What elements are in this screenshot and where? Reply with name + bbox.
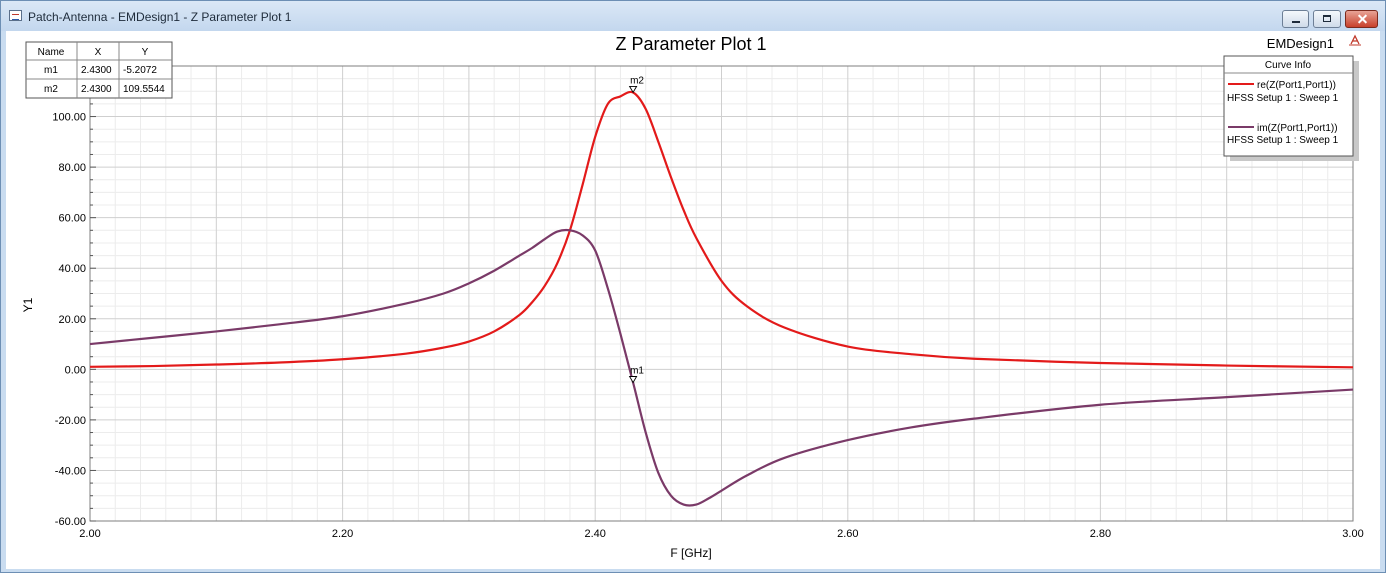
y-axis-label: Y1 xyxy=(21,297,35,312)
x-tick-label: 2.80 xyxy=(1090,528,1111,540)
chart-title: Z Parameter Plot 1 xyxy=(615,34,766,54)
marker-row-name: m2 xyxy=(44,84,58,95)
maximize-icon xyxy=(1314,11,1340,27)
ansys-logo-icon xyxy=(1349,34,1361,46)
z-parameter-chart[interactable]: -60.00 -40.00 -20.00 0.00 20.00 40.00 60.00 80.… xyxy=(6,31,1380,569)
legend-entry[interactable]: im(Z(Port1,Port1)) HFSS Setup 1 : Sweep … xyxy=(1227,123,1339,146)
y-tick-label: -20.00 xyxy=(55,415,86,427)
y-tick-label: -40.00 xyxy=(55,465,86,477)
legend-entry-label: im(Z(Port1,Port1)) xyxy=(1257,123,1338,134)
series-layer xyxy=(89,90,1354,507)
x-tick-label: 2.40 xyxy=(584,528,605,540)
legend-entry-setup: HFSS Setup 1 : Sweep 1 xyxy=(1227,93,1339,104)
plot-window-icon[interactable] xyxy=(9,10,22,21)
y-tick-label: -60.00 xyxy=(55,516,86,528)
legend-title: Curve Info xyxy=(1265,60,1312,71)
x-tick-label: 3.00 xyxy=(1342,528,1363,540)
y-axis-ticks: -60.00 -40.00 -20.00 0.00 20.00 40.00 60.00 80.… xyxy=(52,65,96,528)
series-line-im-z11[interactable] xyxy=(89,228,1354,507)
x-tick-label: 2.60 xyxy=(837,528,858,540)
y-tick-label: 100.00 xyxy=(52,112,86,124)
marker-row-x: 2.4300 xyxy=(81,65,112,76)
marker-table-header-y: Y xyxy=(142,47,149,58)
x-tick-label: 2.00 xyxy=(79,528,100,540)
curve-info-legend[interactable]: Curve Info re(Z(Port1,Port1)) HFSS Setup… xyxy=(1223,55,1359,161)
plot-area[interactable]: -60.00 -40.00 -20.00 0.00 20.00 40.00 60.00 80.… xyxy=(6,31,1380,569)
marker-point[interactable] xyxy=(628,376,638,384)
maximize-button[interactable] xyxy=(1313,10,1341,28)
minimize-button[interactable] xyxy=(1282,10,1309,28)
title-bar[interactable]: Patch-Antenna - EMDesign1 - Z Parameter … xyxy=(1,1,1385,31)
series-line-re-z11[interactable] xyxy=(89,90,1354,369)
marker-table-row[interactable]: m1 2.4300 -5.2072 xyxy=(44,65,157,76)
marker-label: m1 xyxy=(630,365,644,376)
y-tick-label: 0.00 xyxy=(65,364,86,376)
legend-entry[interactable]: re(Z(Port1,Port1)) HFSS Setup 1 : Sweep … xyxy=(1227,80,1339,104)
design-name: EMDesign1 xyxy=(1267,36,1334,51)
y-tick-label: 80.00 xyxy=(58,162,86,174)
y-tick-label: 20.00 xyxy=(58,314,86,326)
x-axis-label: F [GHz] xyxy=(670,546,711,560)
marker-row-y: 109.5544 xyxy=(123,84,165,95)
legend-entry-setup: HFSS Setup 1 : Sweep 1 xyxy=(1227,135,1339,146)
legend-entry-label: re(Z(Port1,Port1)) xyxy=(1257,80,1336,91)
marker-row-name: m1 xyxy=(44,65,58,76)
x-tick-label: 2.20 xyxy=(332,528,353,540)
marker-layer: m1 m2 xyxy=(628,75,644,384)
close-button[interactable] xyxy=(1345,10,1378,28)
marker-table-header-name: Name xyxy=(38,47,65,58)
minimize-icon xyxy=(1283,11,1308,27)
close-icon xyxy=(1346,11,1377,27)
marker-table-header-x: X xyxy=(95,47,102,58)
marker-row-y: -5.2072 xyxy=(123,65,157,76)
y-tick-label: 60.00 xyxy=(58,213,86,225)
marker-table-row[interactable]: m2 2.4300 109.5544 xyxy=(44,84,165,95)
marker-row-x: 2.4300 xyxy=(81,84,112,95)
marker-table[interactable]: Name X Y m1 2.4300 -5.2072 m2 2.4300 109… xyxy=(25,41,173,99)
x-axis-ticks: 2.00 2.20 2.40 2.60 2.80 3.00 xyxy=(79,528,1363,540)
marker-point[interactable] xyxy=(628,85,638,94)
window-title: Patch-Antenna - EMDesign1 - Z Parameter … xyxy=(28,10,292,24)
y-tick-label: 40.00 xyxy=(58,263,86,275)
marker-label: m2 xyxy=(630,75,644,86)
